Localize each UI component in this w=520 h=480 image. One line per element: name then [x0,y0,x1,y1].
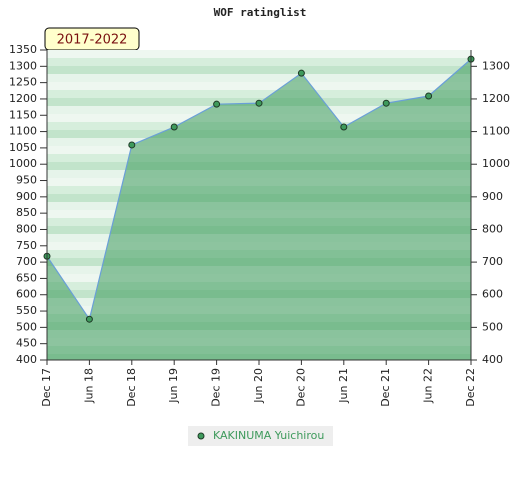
legend-label: KAKINUMA Yuichirou [213,429,324,442]
x-tick-label: Dec 18 [125,368,138,407]
y2-tick-label: 1000 [482,157,510,170]
y-tick-label: 950 [16,174,37,187]
y2-tick-label: 1300 [482,59,510,72]
chart-title: WOF ratinglist [214,6,307,19]
marker [297,69,305,77]
background-band [47,74,471,82]
background-band [47,90,471,98]
y-tick-label: 900 [16,190,37,203]
x-tick-label: Jun 22 [422,368,435,404]
background-band [47,82,471,90]
y-tick-label: 450 [16,337,37,350]
y-tick-label: 1050 [9,141,37,154]
y-tick-label: 1150 [9,108,37,121]
y-tick-label: 800 [16,222,37,235]
y-tick-label: 1300 [9,59,37,72]
y-tick-label: 600 [16,288,37,301]
area [47,59,471,360]
x-tick-label: Dec 20 [294,368,307,407]
marker [340,123,348,131]
legend-box [188,426,333,446]
marker [255,99,263,107]
x-tick-label: Dec 17 [40,368,53,407]
legend-marker [197,432,205,440]
marker [425,92,433,100]
marker [85,315,93,323]
y-tick-label: 1200 [9,92,37,105]
y2-tick-label: 700 [482,255,503,268]
y-tick-label: 1350 [9,43,37,56]
y-tick-label: 400 [16,353,37,366]
subtitle: 2017-2022 [57,33,128,48]
x-tick-label: Dec 22 [464,368,477,407]
y-tick-label: 850 [16,206,37,219]
y-tick-label: 700 [16,255,37,268]
y-tick-label: 550 [16,304,37,317]
y2-tick-label: 800 [482,222,503,235]
y-tick-label: 1250 [9,76,37,89]
x-tick-label: Jun 20 [252,368,265,404]
background-band [47,66,471,74]
y-tick-label: 1100 [9,125,37,138]
y2-tick-label: 900 [482,190,503,203]
x-tick-label: Dec 19 [210,368,223,407]
x-tick-label: Jun 21 [337,368,350,404]
x-tick-label: Jun 19 [167,368,180,404]
y-tick-label: 750 [16,239,37,252]
background-band [47,50,471,58]
y-tick-label: 650 [16,271,37,284]
y-tick-label: 1000 [9,157,37,170]
marker [170,123,178,131]
x-tick-label: Dec 21 [379,368,392,407]
marker [128,141,136,149]
marker [382,99,390,107]
y2-tick-label: 1100 [482,125,510,138]
x-tick-label: Jun 18 [82,368,95,404]
marker [213,100,221,108]
y2-tick-label: 1200 [482,92,510,105]
background-band [47,58,471,66]
y-tick-label: 500 [16,320,37,333]
y2-tick-label: 400 [482,353,503,366]
y2-tick-label: 500 [482,320,503,333]
y2-tick-label: 600 [482,288,503,301]
